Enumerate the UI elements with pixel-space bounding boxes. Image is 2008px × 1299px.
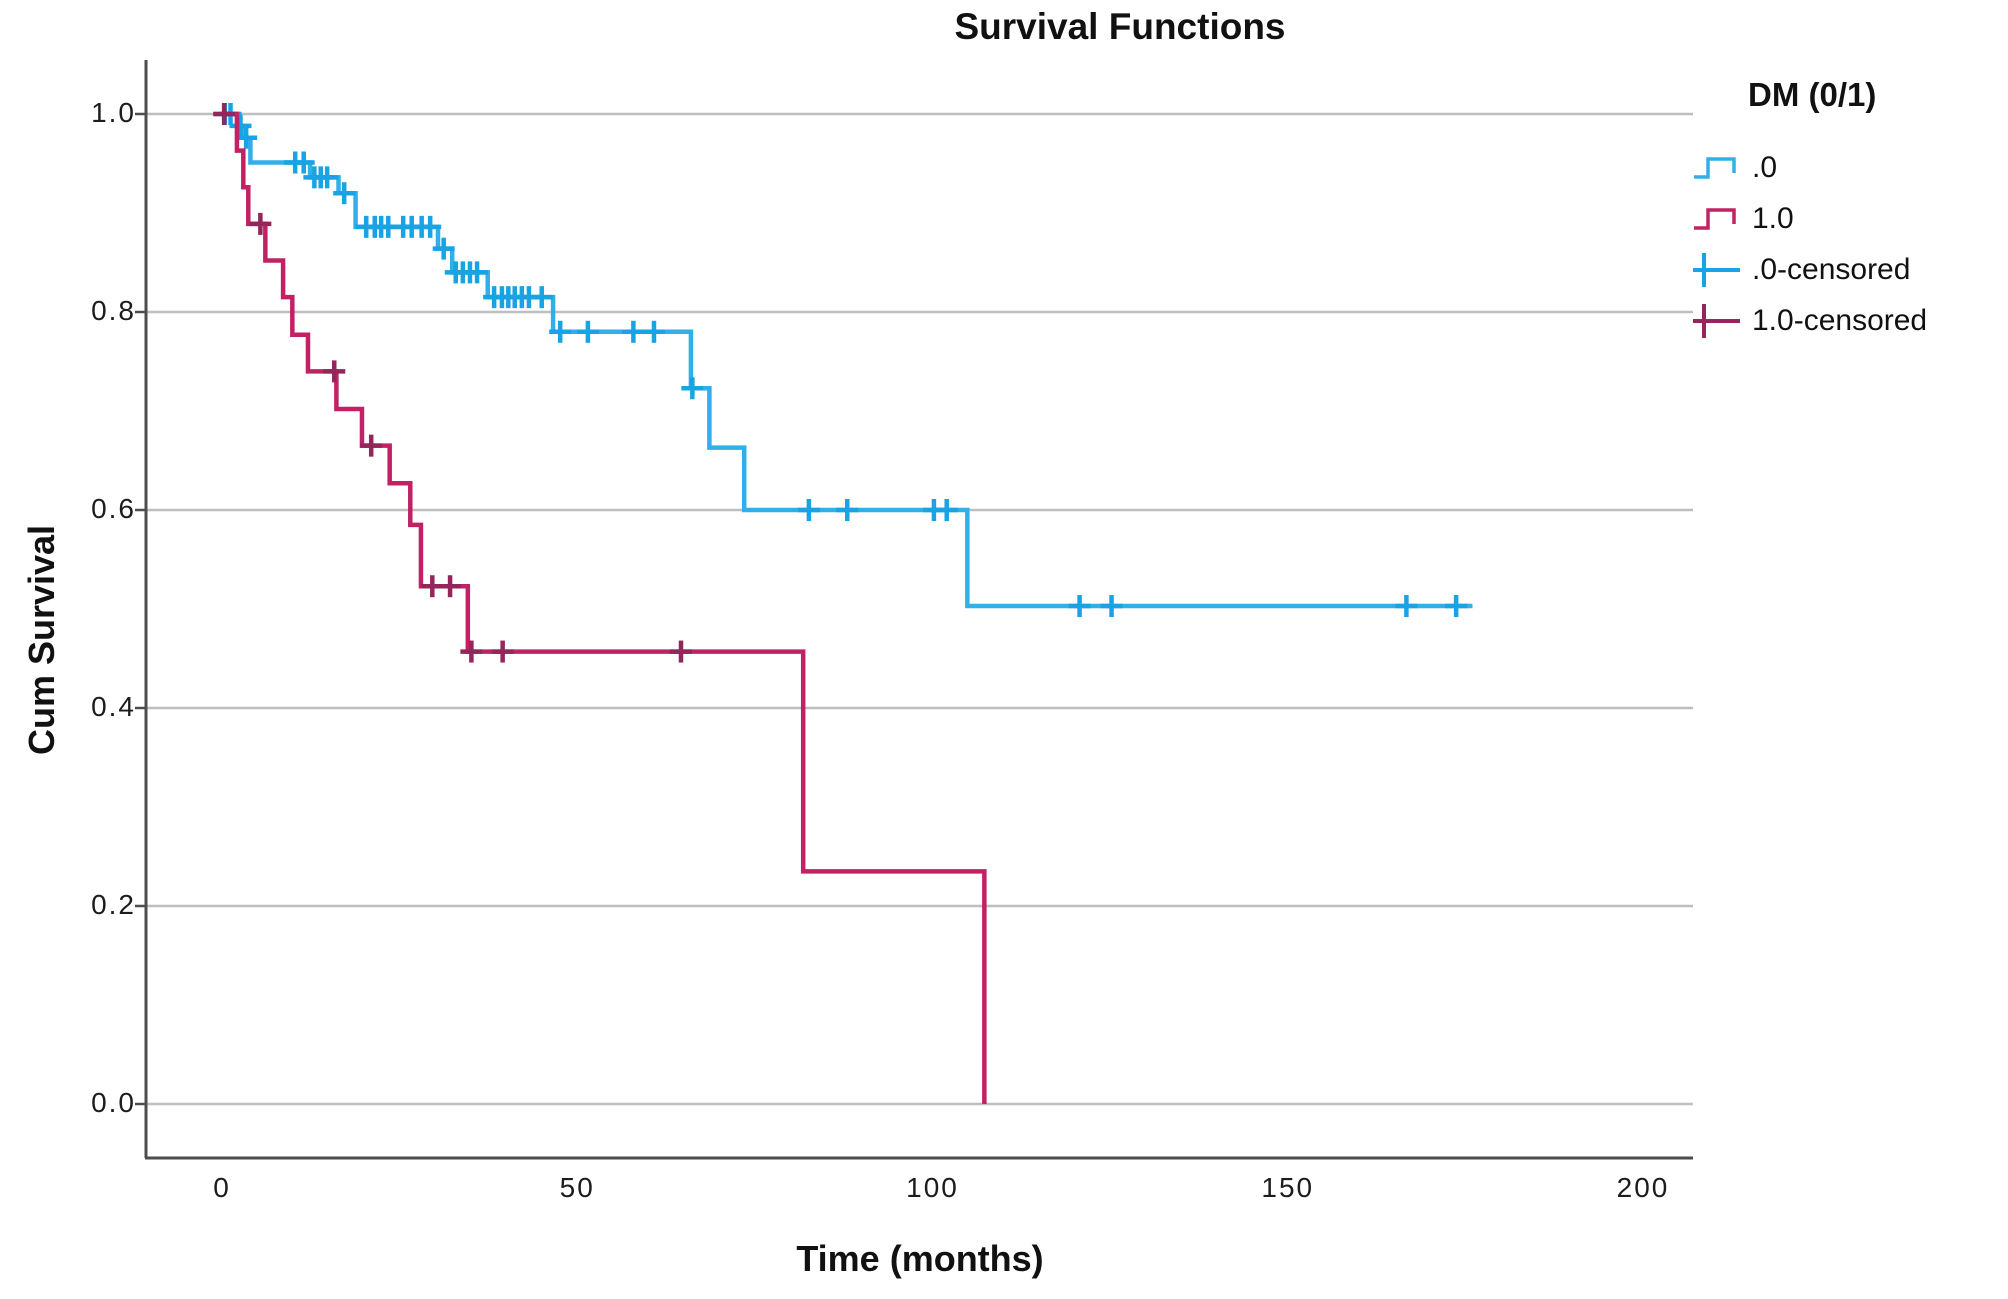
legend-item-label: 1.0-censored: [1752, 303, 1928, 337]
y-tick-label: 0.2: [91, 889, 136, 920]
legend-item-group1-line: 1.0: [1692, 193, 2008, 244]
x-tick-label: 200: [1616, 1172, 1670, 1203]
x-axis-title: Time (months): [796, 1238, 1044, 1279]
y-tick-label: 0.6: [91, 493, 136, 524]
legend-step-glyph-group1: [1694, 207, 1736, 230]
y-tick-label: 0.8: [91, 295, 136, 326]
legend-censor-glyph-group1: [1693, 303, 1740, 338]
legend-item-group0-censored: .0-censored: [1692, 244, 2008, 295]
chart-title: Survival Functions: [954, 6, 1286, 47]
legend-step-glyph-group0: [1694, 156, 1736, 179]
x-tick-label: 100: [906, 1172, 959, 1203]
legend-item-group0-line: .0: [1692, 142, 2008, 193]
x-tick-label: 50: [559, 1172, 595, 1203]
legend-censor-glyph-group0: [1693, 252, 1740, 287]
legend: DM (0/1) .0 1.0 .0-censored: [1692, 76, 2008, 346]
y-tick-label: 1.0: [91, 97, 136, 128]
legend-item-label: 1.0: [1752, 201, 1794, 235]
survival-curve-0: [222, 111, 1473, 609]
legend-item-label: .0-censored: [1752, 252, 1911, 286]
legend-item-group1-censored: 1.0-censored: [1692, 295, 2008, 346]
x-tick-label: 0: [213, 1172, 231, 1203]
legend-title: DM (0/1): [1748, 76, 1877, 113]
legend-item-label: .0: [1752, 150, 1778, 184]
survival-curve-1: [222, 111, 987, 1104]
y-tick-label: 0.4: [91, 691, 136, 722]
y-tick-label: 0.0: [91, 1087, 136, 1118]
x-tick-label: 150: [1261, 1172, 1315, 1203]
